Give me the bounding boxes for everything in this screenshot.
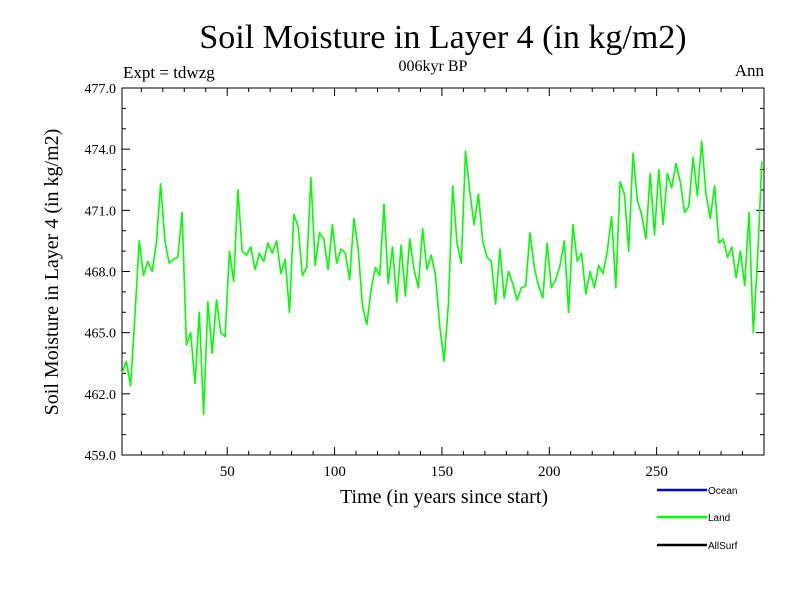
x-axis-label: Time (in years since start) bbox=[340, 486, 548, 508]
y-tick-label: 477.0 bbox=[85, 82, 117, 97]
x-tick-label: 100 bbox=[323, 464, 346, 480]
x-axis-ticks: 50 100 150 200 250 bbox=[140, 88, 744, 480]
y-tick-label: 474.0 bbox=[85, 143, 117, 158]
series-line-land bbox=[121, 140, 763, 416]
x-tick-label: 200 bbox=[538, 464, 561, 480]
plot-frame bbox=[121, 87, 765, 456]
legend-label-land: Land bbox=[708, 513, 730, 524]
y-tick-label: 468.0 bbox=[85, 266, 117, 281]
legend-label-allsurf: AllSurf bbox=[708, 541, 738, 552]
y-tick-label: 465.0 bbox=[85, 327, 117, 342]
experiment-label: Expt = tdwzg bbox=[123, 63, 215, 82]
x-tick-label: 150 bbox=[431, 464, 454, 480]
y-axis-label: Soil Moisture in Layer 4 (in kg/m2) bbox=[41, 129, 63, 416]
legend-label-ocean: Ocean bbox=[708, 486, 737, 497]
season-label: Ann bbox=[735, 61, 765, 80]
y-axis-ticks: 459.0 462.0 465.0 468.0 471.0 474.0 477.0 bbox=[85, 82, 764, 464]
y-tick-label: 459.0 bbox=[85, 449, 117, 464]
y-tick-label: 462.0 bbox=[85, 388, 117, 403]
y-tick-label: 471.0 bbox=[85, 204, 117, 219]
chart-title: Soil Moisture in Layer 4 (in kg/m2) bbox=[199, 19, 686, 56]
x-tick-label: 250 bbox=[645, 464, 668, 480]
x-tick-label: 50 bbox=[220, 464, 235, 480]
legend: Ocean Land AllSurf bbox=[657, 486, 738, 552]
chart-subtitle: 006kyr BP bbox=[399, 58, 468, 75]
